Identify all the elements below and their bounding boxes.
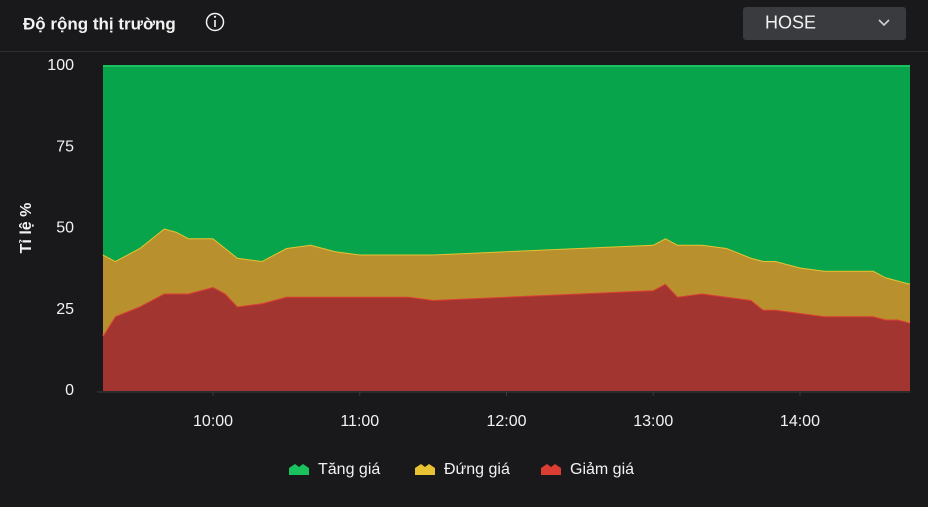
legend-icon	[415, 464, 435, 475]
exchange-dropdown[interactable]: HOSE	[743, 7, 906, 40]
y-axis-label: Tỉ lệ %	[18, 203, 35, 254]
x-tick-label: 14:00	[780, 413, 820, 430]
x-tick-label: 10:00	[193, 413, 233, 430]
area	[103, 66, 910, 284]
y-tick-label: 0	[65, 382, 74, 399]
widget-title: Độ rộng thị trường	[23, 14, 176, 33]
area	[103, 228, 910, 336]
legend-icon	[541, 464, 561, 475]
x-tick-label: 11:00	[340, 413, 379, 430]
legend-item[interactable]: Tăng giá	[289, 461, 380, 478]
y-tick-label: 100	[47, 57, 74, 74]
legend-label: Giảm giá	[570, 461, 634, 478]
area	[103, 283, 910, 391]
x-tick-label: 12:00	[486, 413, 526, 430]
legend-item[interactable]: Đứng giá	[415, 461, 510, 478]
y-tick-label: 25	[56, 301, 74, 318]
dropdown-value: HOSE	[765, 12, 816, 32]
legend-label: Tăng giá	[318, 461, 380, 478]
y-tick-label: 75	[56, 138, 74, 155]
legend-item[interactable]: Giảm giá	[541, 461, 634, 478]
legend-label: Đứng giá	[444, 461, 510, 478]
y-tick-label: 50	[56, 220, 74, 237]
legend-icon	[289, 464, 309, 475]
x-tick-label: 13:00	[633, 413, 673, 430]
info-icon[interactable]	[205, 12, 225, 32]
